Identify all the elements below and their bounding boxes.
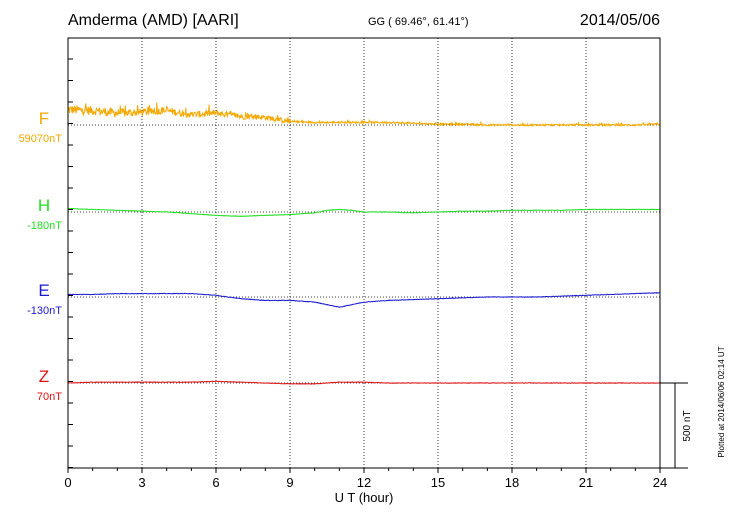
series-e-baseline-label: -130nT	[27, 305, 62, 317]
series-f-line	[67, 102, 660, 128]
x-axis-ticks: 0 3 6 9 12 15 18 21 24	[64, 468, 667, 490]
x-tick-label: 0	[64, 475, 71, 490]
series-labels: F 59070nT H -180nT E -130nT Z 70nT	[19, 109, 63, 403]
date-label: 2014/05/06	[580, 12, 660, 29]
station-coords: GG ( 69.46°, 61.41°)	[368, 16, 469, 28]
grid-lines	[141, 38, 587, 468]
x-tick-label: 24	[653, 475, 667, 490]
series-e-name: E	[38, 281, 49, 300]
series-z-name: Z	[39, 367, 49, 386]
x-tick-label: 18	[505, 475, 519, 490]
series-f-baseline-label: 59070nT	[19, 133, 63, 145]
left-ticks	[68, 58, 73, 468]
station-title: Amderma (AMD) [AARI]	[68, 12, 239, 29]
x-axis-label: U T (hour)	[335, 490, 394, 505]
x-tick-label: 21	[579, 475, 593, 490]
series-traces	[67, 102, 661, 385]
series-h-baseline-label: -180nT	[27, 220, 62, 232]
series-z-line	[67, 380, 661, 385]
x-tick-label: 9	[286, 475, 293, 490]
series-h-name: H	[38, 196, 50, 215]
scale-bar-label: 500 nT	[682, 410, 693, 441]
scale-bar: 500 nT	[660, 382, 693, 469]
x-tick-label: 6	[212, 475, 219, 490]
series-f-name: F	[39, 109, 49, 128]
x-tick-label: 12	[357, 475, 371, 490]
series-h-line	[67, 207, 661, 218]
series-e-line	[67, 291, 661, 308]
x-tick-label: 3	[138, 475, 145, 490]
plot-frame	[67, 37, 661, 469]
x-tick-label: 15	[431, 475, 445, 490]
plotted-at-note: Plotted at 2014/06/06 02:14 UT	[717, 346, 726, 457]
series-z-baseline-label: 70nT	[37, 391, 62, 403]
